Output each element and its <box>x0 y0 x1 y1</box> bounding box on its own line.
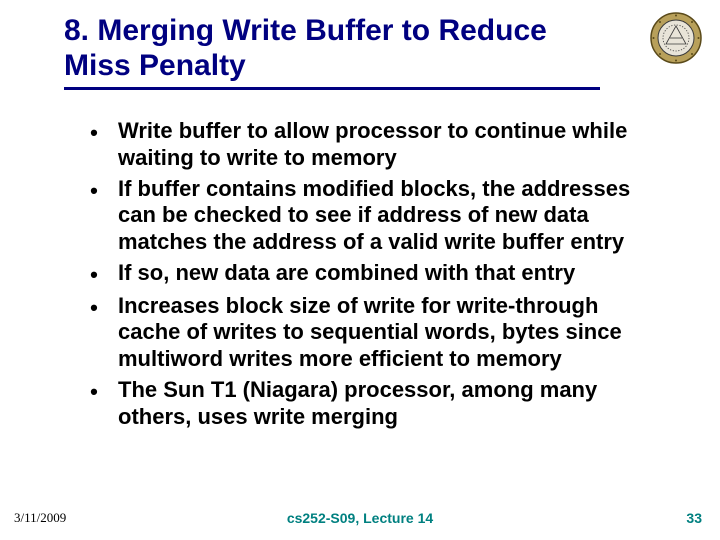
bullet-text: If so, new data are combined with that e… <box>118 260 660 287</box>
footer-center: cs252-S09, Lecture 14 <box>0 510 720 526</box>
list-item: • Increases block size of write for writ… <box>70 293 660 373</box>
bullet-text: If buffer contains modified blocks, the … <box>118 176 660 256</box>
bullet-dot-icon: • <box>70 293 118 322</box>
bullet-dot-icon: • <box>70 118 118 147</box>
bullet-dot-icon: • <box>70 260 118 289</box>
title-underline <box>64 87 600 90</box>
university-seal-icon <box>650 12 702 69</box>
bullet-dot-icon: • <box>70 377 118 406</box>
bullet-text: Write buffer to allow processor to conti… <box>118 118 660 172</box>
footer-page-number: 33 <box>686 510 702 526</box>
slide-title: 8. Merging Write Buffer to Reduce Miss P… <box>64 14 600 85</box>
list-item: • Write buffer to allow processor to con… <box>70 118 660 172</box>
bullet-text: Increases block size of write for write-… <box>118 293 660 373</box>
list-item: • If so, new data are combined with that… <box>70 260 660 289</box>
bullet-list: • Write buffer to allow processor to con… <box>70 118 660 435</box>
bullet-dot-icon: • <box>70 176 118 205</box>
bullet-text: The Sun T1 (Niagara) processor, among ma… <box>118 377 660 431</box>
list-item: • If buffer contains modified blocks, th… <box>70 176 660 256</box>
list-item: • The Sun T1 (Niagara) processor, among … <box>70 377 660 431</box>
